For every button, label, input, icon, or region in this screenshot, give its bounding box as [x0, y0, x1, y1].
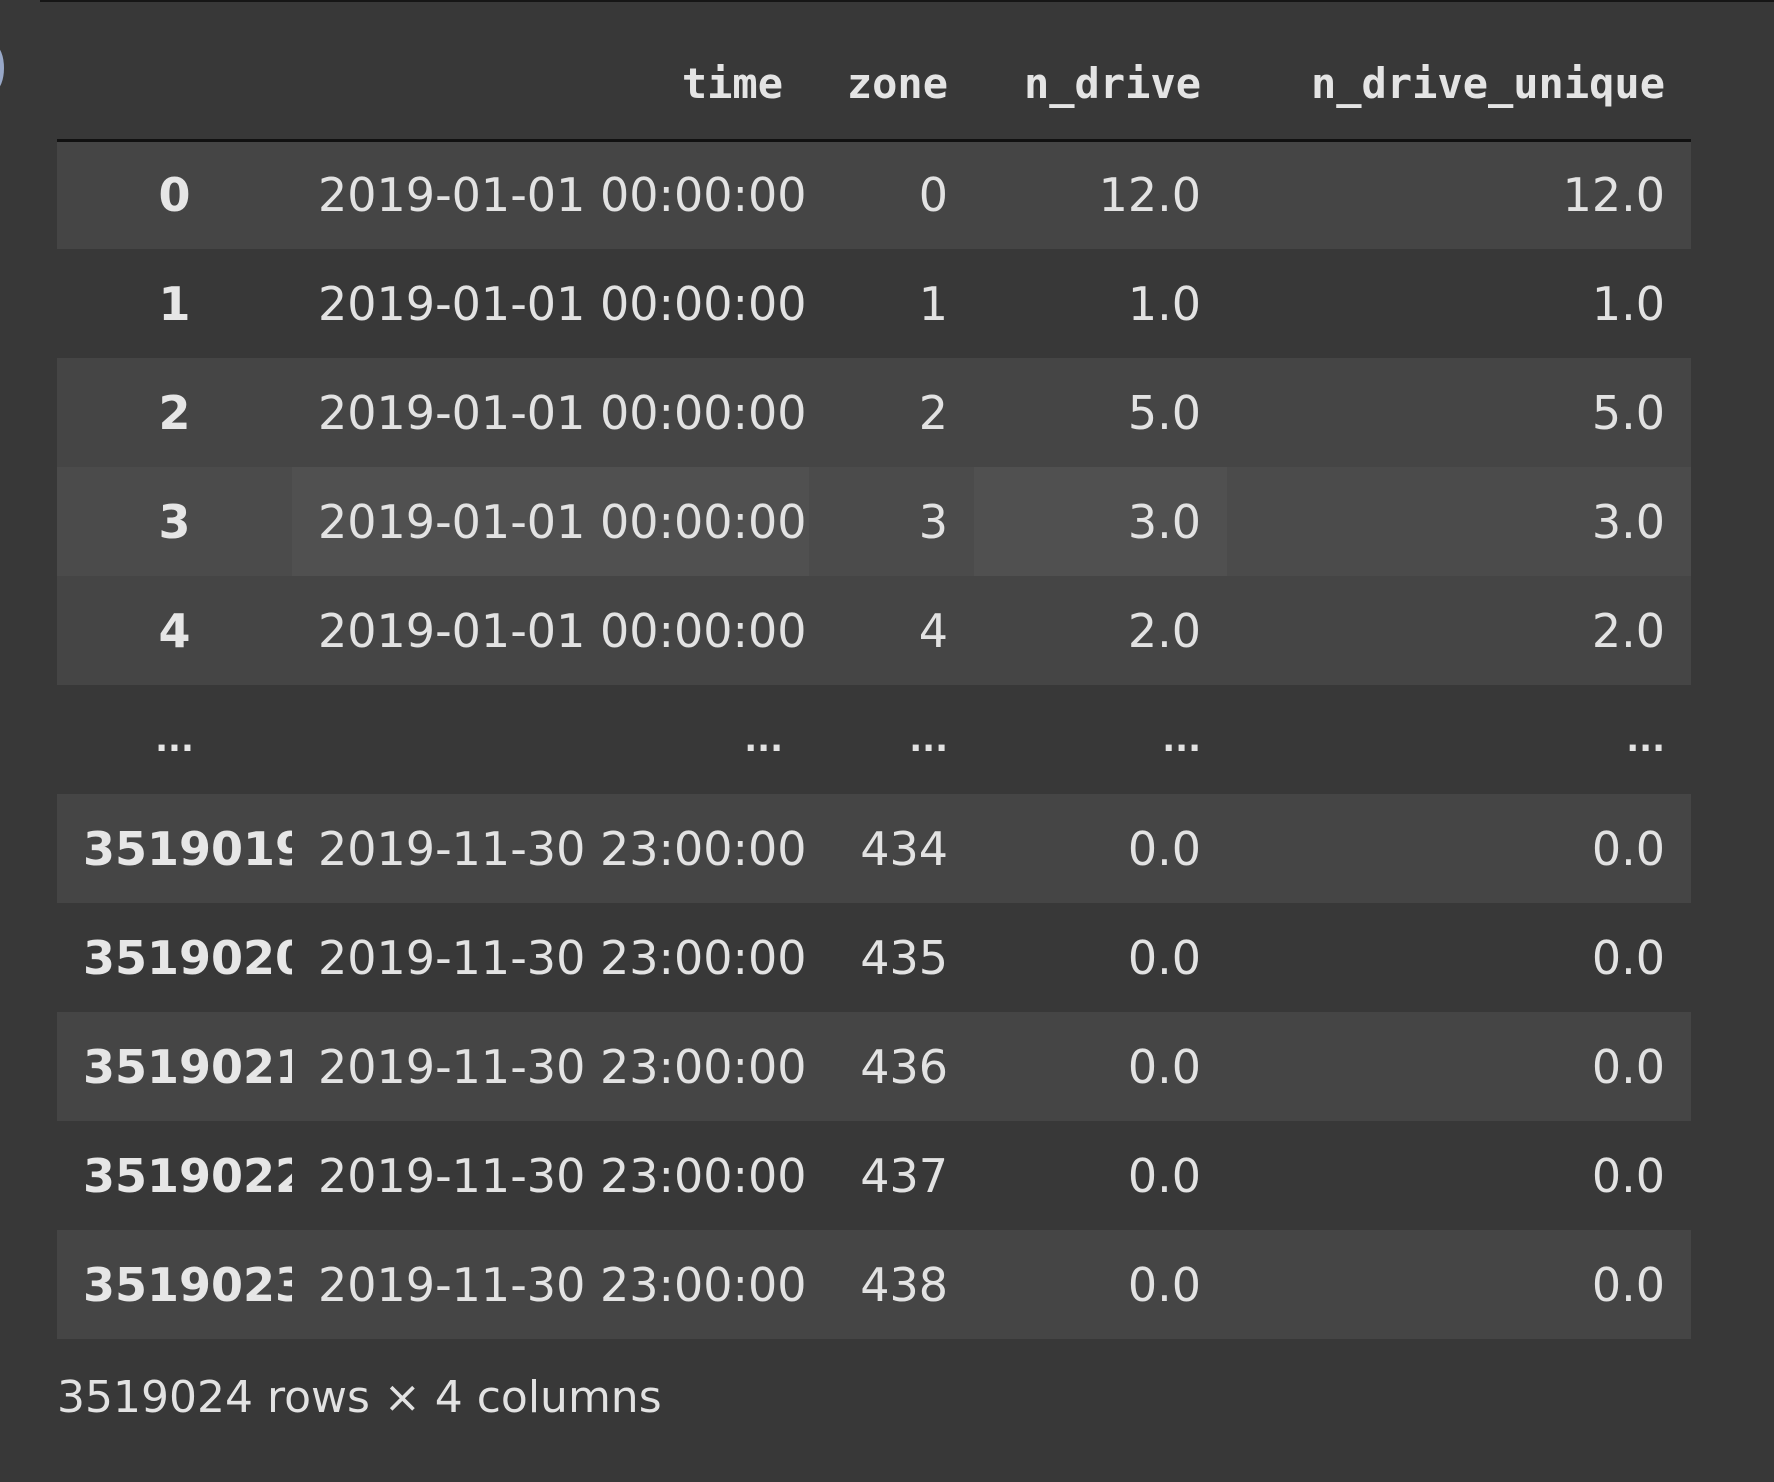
row-index: 3519022: [83, 1148, 292, 1203]
cell-n-drive: ...: [1162, 719, 1201, 760]
dataframe-output: time zone n_drive n_drive_unique 0 2019-…: [57, 29, 1691, 1339]
table-row: 0 2019-01-01 00:00:00 0 12.0 12.0: [57, 140, 1691, 249]
cell-time: 2019-11-30 23:00:00: [318, 821, 807, 876]
table-row: 3519021 2019-11-30 23:00:00 436 0.0 0.0: [57, 1012, 1691, 1121]
table-row-hovered: 3 2019-01-01 00:00:00 3 3.0 3.0: [57, 467, 1691, 576]
table-row: 1 2019-01-01 00:00:00 1 1.0 1.0: [57, 249, 1691, 358]
cell-time: 2019-01-01 00:00:00: [292, 467, 809, 576]
cell-n-drive-unique: 5.0: [1591, 385, 1665, 440]
cell-time: 2019-11-30 23:00:00: [318, 1257, 807, 1312]
cell-n-drive-unique: 0.0: [1591, 1039, 1665, 1094]
cell-zone: 437: [860, 1148, 948, 1203]
dataframe-shape-summary: 3519024 rows × 4 columns: [57, 1372, 662, 1423]
cell-n-drive: 0.0: [1127, 1257, 1201, 1312]
cell-n-drive: 0.0: [1127, 930, 1201, 985]
column-header-zone: zone: [809, 29, 974, 142]
row-index: 2: [158, 385, 191, 440]
column-header-n-drive-unique: n_drive_unique: [1227, 29, 1691, 142]
cell-time: ...: [744, 719, 783, 760]
header-row: time zone n_drive n_drive_unique: [57, 29, 1691, 142]
cell-time: 2019-11-30 23:00:00: [318, 930, 807, 985]
cell-n-drive: 0.0: [1127, 1148, 1201, 1203]
cell-run-indicator[interactable]: [0, 46, 4, 90]
column-header-n-drive: n_drive: [974, 29, 1227, 142]
cell-zone: 436: [860, 1039, 948, 1094]
table-row: 3519023 2019-11-30 23:00:00 438 0.0 0.0: [57, 1230, 1691, 1339]
column-header-time: time: [292, 29, 809, 142]
cell-n-drive: 5.0: [1127, 385, 1201, 440]
cell-zone: 3: [918, 494, 948, 549]
row-index: 3519023: [83, 1257, 292, 1312]
cell-top-border: [40, 0, 1774, 2]
cell-n-drive: 0.0: [1127, 821, 1201, 876]
cell-n-drive-unique: 0.0: [1591, 1257, 1665, 1312]
cell-zone: ...: [909, 719, 948, 760]
row-index: 3519019: [83, 821, 292, 876]
table-row: 3519022 2019-11-30 23:00:00 437 0.0 0.0: [57, 1121, 1691, 1230]
cell-time: 2019-11-30 23:00:00: [318, 1039, 807, 1094]
row-index: 3519020: [83, 930, 292, 985]
cell-time: 2019-01-01 00:00:00: [318, 168, 807, 223]
cell-time: 2019-01-01 00:00:00: [318, 603, 807, 658]
cell-time: 2019-01-01 00:00:00: [318, 385, 807, 440]
row-index: 3519021: [83, 1039, 292, 1094]
cell-zone: 434: [860, 821, 948, 876]
index-header: [57, 29, 292, 142]
cell-n-drive-unique: 0.0: [1591, 821, 1665, 876]
cell-zone: 438: [860, 1257, 948, 1312]
table-row: 3519020 2019-11-30 23:00:00 435 0.0 0.0: [57, 903, 1691, 1012]
cell-zone: 4: [918, 603, 948, 658]
table-row: 4 2019-01-01 00:00:00 4 2.0 2.0: [57, 576, 1691, 685]
cell-n-drive: 1.0: [1127, 276, 1201, 331]
cell-n-drive: 3.0: [974, 467, 1227, 576]
cell-time: 2019-11-30 23:00:00: [318, 1148, 807, 1203]
row-index: 4: [158, 603, 191, 658]
row-index: ...: [155, 719, 194, 760]
cell-n-drive-unique: 12.0: [1562, 168, 1665, 223]
cell-n-drive: 2.0: [1127, 603, 1201, 658]
row-index: 0: [158, 168, 191, 223]
dataframe-table: time zone n_drive n_drive_unique 0 2019-…: [57, 29, 1691, 1339]
cell-n-drive-unique: 1.0: [1591, 276, 1665, 331]
cell-zone: 2: [918, 385, 948, 440]
cell-n-drive-unique: 2.0: [1591, 603, 1665, 658]
row-index: 1: [158, 276, 191, 331]
cell-time: 2019-01-01 00:00:00: [318, 276, 807, 331]
cell-n-drive-unique: 3.0: [1591, 494, 1665, 549]
cell-n-drive-unique: 0.0: [1591, 930, 1665, 985]
table-row: 3519019 2019-11-30 23:00:00 434 0.0 0.0: [57, 794, 1691, 903]
cell-zone: 0: [918, 168, 948, 223]
cell-n-drive-unique: ...: [1626, 719, 1665, 760]
cell-n-drive-unique: 0.0: [1591, 1148, 1665, 1203]
cell-zone: 435: [860, 930, 948, 985]
cell-zone: 1: [918, 276, 948, 331]
row-index: 3: [158, 494, 191, 549]
truncation-row: ... ... ... ... ...: [57, 685, 1691, 794]
cell-n-drive: 12.0: [1098, 168, 1201, 223]
table-row: 2 2019-01-01 00:00:00 2 5.0 5.0: [57, 358, 1691, 467]
cell-n-drive: 0.0: [1127, 1039, 1201, 1094]
